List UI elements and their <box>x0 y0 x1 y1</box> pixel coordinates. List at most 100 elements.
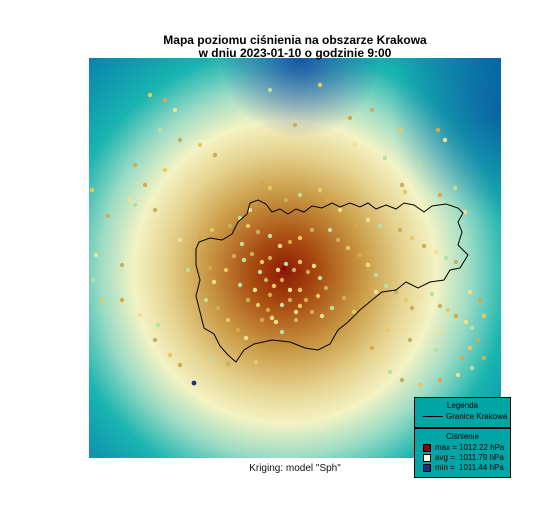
station-dot <box>421 243 427 249</box>
station-dot <box>277 243 283 249</box>
kriging-model-caption: Kriging: model "Sph" <box>249 463 341 474</box>
station-dot <box>365 217 371 223</box>
station-dot <box>469 365 475 371</box>
pressure-legend-heading: Ciśnienie <box>446 432 479 441</box>
station-dot <box>463 319 469 325</box>
station-dot <box>119 262 125 268</box>
station-dot <box>477 297 483 303</box>
station-dot <box>399 182 405 188</box>
station-dot <box>369 107 375 113</box>
station-dot <box>297 303 303 309</box>
station-dot <box>287 239 293 245</box>
avg-value: 1011.79 hPa <box>459 453 504 462</box>
station-dot <box>291 267 297 273</box>
station-dot <box>437 303 443 309</box>
station-dot <box>259 179 265 185</box>
station-dot <box>467 345 473 351</box>
station-dot <box>402 189 408 195</box>
station-dot <box>172 107 178 113</box>
station-dot <box>283 197 289 203</box>
station-dot <box>227 223 233 229</box>
station-dot <box>341 295 347 301</box>
station-dot <box>437 329 443 335</box>
station-dot <box>177 137 183 143</box>
station-dot <box>152 207 158 213</box>
station-dot <box>309 227 315 233</box>
station-dot <box>93 252 99 258</box>
max-value: 1012.22 hPa <box>459 443 505 452</box>
legend-heading: Legenda <box>446 401 479 410</box>
station-dot <box>317 82 323 88</box>
station-dot <box>132 202 138 208</box>
station-dot <box>253 359 259 365</box>
station-dot <box>347 115 353 121</box>
station-dot <box>271 283 277 289</box>
station-dot <box>162 97 168 103</box>
station-dot <box>297 259 303 265</box>
station-dot <box>255 229 261 235</box>
map-title-line2: w dniu 2023-01-10 o godzinie 9:00 <box>198 46 392 60</box>
station-dot <box>147 92 153 98</box>
station-dot <box>435 127 441 133</box>
station-dot <box>311 263 317 269</box>
station-dot <box>329 305 335 311</box>
station-dot <box>453 313 459 319</box>
station-dot <box>397 227 403 233</box>
station-dot <box>351 309 357 315</box>
station-dot <box>481 313 487 319</box>
station-dot <box>317 187 323 193</box>
legend-max-row: max = 1012.22 hPa <box>423 443 504 452</box>
station-dot <box>319 313 325 319</box>
station-dot <box>417 382 423 388</box>
max-color-swatch <box>423 443 431 452</box>
avg-color-swatch <box>423 453 431 462</box>
station-dot <box>273 319 279 325</box>
station-dot <box>155 322 161 328</box>
station-dot <box>245 297 251 303</box>
station-dot <box>382 155 388 161</box>
station-dot <box>442 137 448 143</box>
station-dot <box>265 307 271 313</box>
station-dot <box>297 235 303 241</box>
station-dot <box>385 327 391 333</box>
station-dot <box>279 302 285 308</box>
station-dot <box>267 87 273 93</box>
station-dot <box>269 315 275 321</box>
station-dot <box>481 355 487 361</box>
station-dot <box>267 233 273 239</box>
station-dot <box>305 269 311 275</box>
station-dot <box>215 305 221 311</box>
station-dot <box>325 197 331 203</box>
station-dot <box>303 297 309 303</box>
station-dot <box>255 302 261 308</box>
station-dot <box>443 255 449 261</box>
station-dot <box>297 192 303 198</box>
station-dot <box>453 259 459 265</box>
station-dot <box>335 237 341 243</box>
station-dot <box>162 167 168 173</box>
station-dot <box>323 285 329 291</box>
station-dot <box>212 152 218 158</box>
boundary-label: Granice Krakowa <box>446 412 508 421</box>
station-dot <box>407 337 413 343</box>
max-key: max = <box>435 443 458 452</box>
min-station-dot <box>191 380 197 386</box>
station-dot <box>245 223 251 229</box>
station-dot <box>279 329 285 335</box>
station-dot <box>237 282 243 288</box>
station-dot <box>231 253 237 259</box>
station-dot <box>403 297 409 303</box>
station-dot <box>252 287 258 293</box>
station-dot <box>352 142 358 148</box>
station-dot <box>225 317 231 323</box>
station-dot <box>157 127 163 133</box>
station-dot <box>469 325 475 331</box>
avg-key: avg = <box>435 453 455 462</box>
station-dot <box>475 337 481 343</box>
station-dot <box>287 297 293 303</box>
station-dot <box>373 289 379 295</box>
station-dot <box>127 197 133 203</box>
min-color-swatch <box>423 463 431 472</box>
station-dot <box>197 142 203 148</box>
station-dot <box>152 337 158 343</box>
